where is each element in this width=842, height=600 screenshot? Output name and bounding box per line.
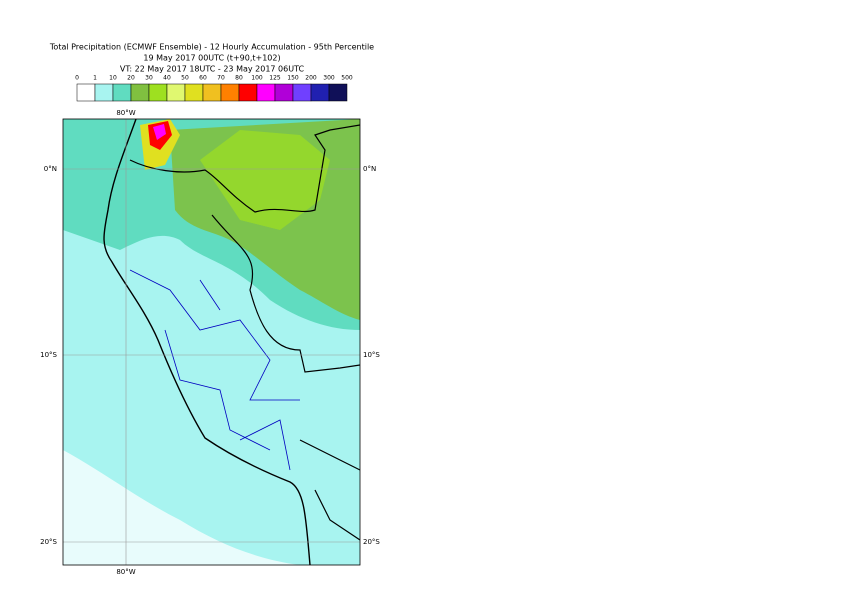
- graticule: [63, 119, 360, 565]
- legend-label: 20: [127, 75, 135, 82]
- legend-label: 500: [341, 75, 353, 82]
- legend-swatch: [112, 83, 132, 102]
- legend-label: 70: [217, 75, 225, 82]
- legend-label: 10: [109, 75, 117, 82]
- legend-swatch: [256, 83, 276, 102]
- lon-label: 80°W: [116, 109, 135, 117]
- legend-label: 0: [75, 75, 79, 82]
- lat-label: 0°N: [44, 165, 57, 173]
- title-line: Total Precipitation (ECMWF Ensemble) - 1…: [49, 43, 374, 52]
- legend-swatch: [328, 83, 348, 102]
- heavy-rain-core: [200, 130, 330, 230]
- map-frame: [62, 118, 361, 566]
- legend-label: 50: [181, 75, 189, 82]
- lat-label: 0°N: [363, 165, 376, 173]
- lat-label: 10°S: [40, 351, 57, 359]
- title-line: VT: 22 May 2017 18UTC - 23 May 2017 06UT…: [120, 65, 305, 74]
- legend-label: 150: [287, 75, 299, 82]
- legend-label: 100: [251, 75, 263, 82]
- legend-swatch: [166, 83, 186, 102]
- legend-label: 1: [93, 75, 97, 82]
- legend-swatch: [310, 83, 330, 102]
- map-area: [63, 119, 360, 565]
- lat-label: 20°S: [40, 538, 57, 546]
- legend-swatch: [292, 83, 312, 102]
- extreme-rain: [153, 124, 166, 140]
- legend-swatch: [76, 83, 96, 102]
- lon-label: 80°W: [116, 568, 135, 576]
- legend-label: 200: [305, 75, 317, 82]
- legend-label: 60: [199, 75, 207, 82]
- dry-area: [63, 450, 300, 565]
- legend-swatch: [202, 83, 222, 102]
- legend-label: 30: [145, 75, 153, 82]
- legend-swatch: [238, 83, 258, 102]
- lat-label: 20°S: [363, 538, 380, 546]
- legend-swatch: [94, 83, 114, 102]
- legend-swatch: [148, 83, 168, 102]
- legend-label: 40: [163, 75, 171, 82]
- legend-label: 300: [323, 75, 335, 82]
- borders: [129, 124, 360, 541]
- legend-swatch: [184, 83, 204, 102]
- legend-label: 80: [235, 75, 243, 82]
- legend-swatch: [130, 83, 150, 102]
- title-line: 19 May 2017 00UTC (t+90,t+102): [143, 54, 280, 63]
- coastline: [103, 119, 311, 565]
- legend-swatch: [220, 83, 240, 102]
- legend-swatch: [274, 83, 294, 102]
- lat-label: 10°S: [363, 351, 380, 359]
- regional-borders: [129, 269, 300, 471]
- legend-label: 125: [269, 75, 281, 82]
